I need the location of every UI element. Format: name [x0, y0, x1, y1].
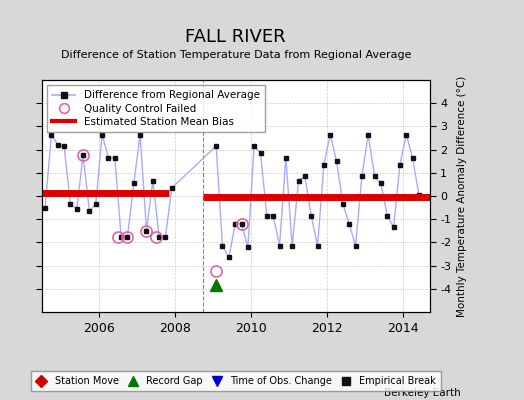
Text: Berkeley Earth: Berkeley Earth	[385, 388, 461, 398]
Legend: Station Move, Record Gap, Time of Obs. Change, Empirical Break: Station Move, Record Gap, Time of Obs. C…	[31, 372, 441, 391]
Legend: Difference from Regional Average, Quality Control Failed, Estimated Station Mean: Difference from Regional Average, Qualit…	[47, 85, 265, 132]
Text: Difference of Station Temperature Data from Regional Average: Difference of Station Temperature Data f…	[61, 50, 411, 60]
Y-axis label: Monthly Temperature Anomaly Difference (°C): Monthly Temperature Anomaly Difference (…	[457, 75, 467, 317]
Text: FALL RIVER: FALL RIVER	[185, 28, 286, 46]
